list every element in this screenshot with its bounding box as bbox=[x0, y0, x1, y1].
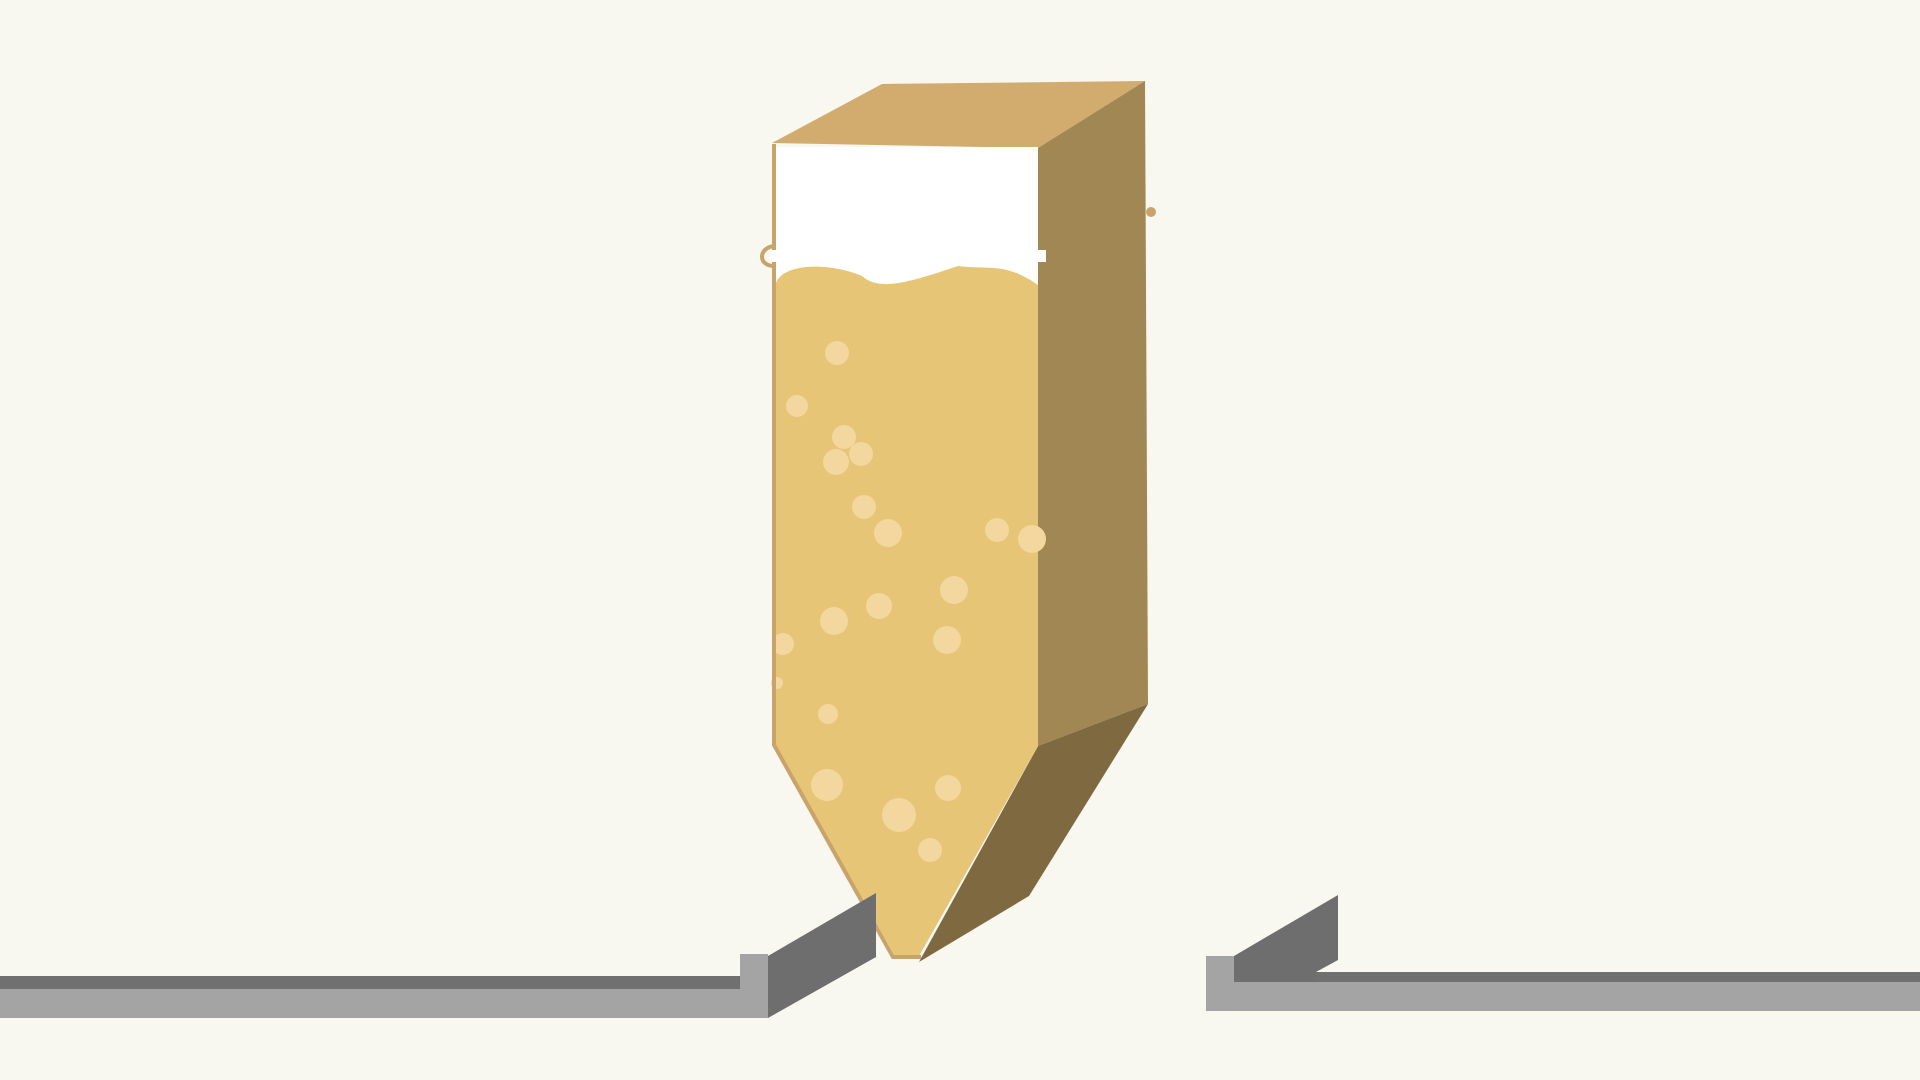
grain-bubble bbox=[852, 495, 876, 519]
grain-bubble bbox=[832, 425, 856, 449]
grain-bubble bbox=[820, 607, 848, 635]
conveyor-left-flap[interactable] bbox=[768, 893, 876, 1018]
silo-gap-left bbox=[770, 250, 788, 262]
grain-bubble bbox=[849, 442, 873, 466]
silo-gap-right bbox=[1036, 250, 1046, 262]
grain-bubble bbox=[772, 633, 794, 655]
grain-bubble bbox=[940, 576, 968, 604]
conveyor-right[interactable] bbox=[1206, 895, 1920, 1011]
silo-left-knob bbox=[760, 244, 775, 268]
conveyor-right-flap[interactable] bbox=[1234, 895, 1338, 982]
silo-top-face bbox=[772, 81, 1145, 148]
silo-right-knob bbox=[1146, 207, 1156, 217]
grain-bubble bbox=[811, 769, 843, 801]
grain-bubble bbox=[1018, 525, 1046, 553]
conveyor-right-rail bbox=[1316, 972, 1920, 982]
conveyor-left-belt bbox=[0, 954, 768, 1018]
grain-bubble bbox=[882, 798, 916, 832]
grain-bubbles bbox=[771, 341, 1046, 862]
grain-bubble bbox=[935, 775, 961, 801]
grain-bubble bbox=[933, 626, 961, 654]
silo[interactable] bbox=[760, 81, 1156, 962]
grain-bubble bbox=[866, 593, 892, 619]
conveyor-left[interactable] bbox=[0, 893, 876, 1018]
grain-bubble bbox=[786, 395, 808, 417]
grain-bubble bbox=[985, 518, 1009, 542]
silo-outline bbox=[772, 144, 921, 959]
silo-side-face bbox=[1038, 81, 1148, 746]
conveyor-left-rail bbox=[0, 976, 740, 989]
grain-bubble bbox=[818, 704, 838, 724]
grain-bubble bbox=[918, 838, 942, 862]
conveyor-right-belt bbox=[1206, 956, 1920, 1011]
grain-bubble bbox=[823, 449, 849, 475]
silo-cone-side-face bbox=[919, 704, 1148, 962]
grain-bubble bbox=[825, 341, 849, 365]
grain-bubble bbox=[874, 519, 902, 547]
